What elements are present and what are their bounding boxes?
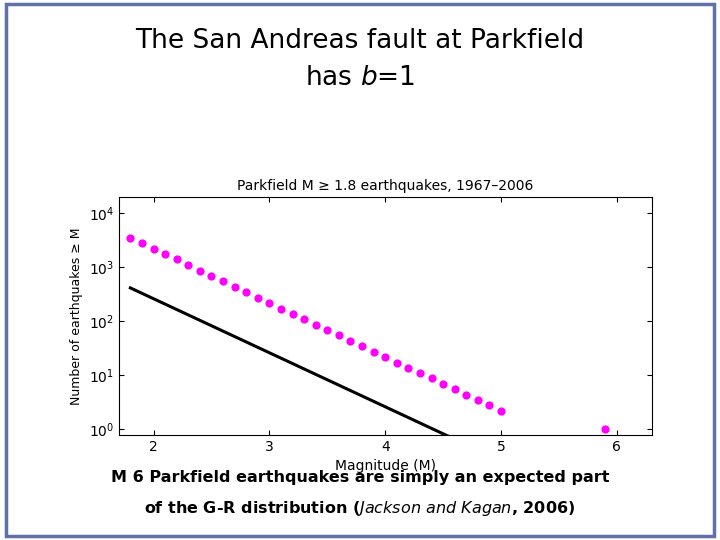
Point — [356, 342, 368, 350]
Point — [183, 261, 194, 269]
Point — [217, 277, 229, 286]
Point — [449, 385, 461, 394]
Point — [287, 309, 298, 318]
Title: Parkfield M ≥ 1.8 earthquakes, 1967–2006: Parkfield M ≥ 1.8 earthquakes, 1967–2006 — [237, 179, 534, 193]
Point — [229, 282, 240, 291]
Point — [252, 293, 264, 302]
Point — [310, 320, 321, 329]
Point — [461, 390, 472, 399]
Point — [240, 288, 252, 296]
X-axis label: Magnitude (M): Magnitude (M) — [335, 459, 436, 473]
Point — [345, 337, 356, 346]
Point — [414, 369, 426, 377]
Point — [125, 234, 136, 242]
Point — [426, 374, 437, 382]
Text: The San Andreas fault at Parkfield: The San Andreas fault at Parkfield — [135, 28, 585, 53]
Point — [368, 348, 379, 356]
Point — [275, 304, 287, 313]
Point — [484, 401, 495, 410]
Text: M 6 Parkfield earthquakes are simply an expected part: M 6 Parkfield earthquakes are simply an … — [111, 470, 609, 485]
Text: of the G-R distribution ($\mathit{Jackson\ and\ Kagan}$, 2006): of the G-R distribution ($\mathit{Jackso… — [145, 499, 575, 518]
Point — [495, 407, 507, 415]
Point — [194, 266, 206, 275]
Point — [322, 326, 333, 334]
Point — [206, 272, 217, 280]
Point — [148, 245, 159, 253]
Text: has $\mathit{b}$=1: has $\mathit{b}$=1 — [305, 65, 415, 91]
Point — [472, 396, 484, 404]
Point — [391, 359, 402, 367]
Point — [136, 239, 148, 247]
Point — [379, 353, 391, 361]
Point — [264, 299, 275, 307]
Point — [402, 363, 414, 372]
Point — [437, 380, 449, 388]
Point — [333, 331, 345, 340]
Y-axis label: Number of earthquakes ≥ M: Number of earthquakes ≥ M — [70, 227, 83, 404]
Point — [600, 425, 611, 434]
Point — [171, 255, 182, 264]
Point — [298, 315, 310, 323]
Point — [159, 250, 171, 259]
